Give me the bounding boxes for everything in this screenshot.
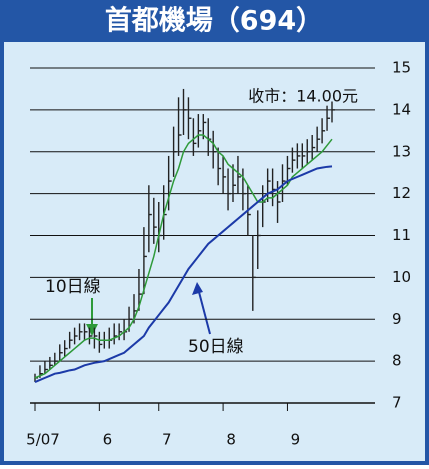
y-tick-label: 14 xyxy=(392,100,411,118)
x-tick-label: 6 xyxy=(103,431,113,449)
ma50-line xyxy=(34,165,333,383)
y-tick-label: 15 xyxy=(392,59,411,77)
ma10-line xyxy=(34,134,333,379)
y-tick-label: 12 xyxy=(392,184,411,202)
x-tick-label: 8 xyxy=(226,431,236,449)
chart-title: 首都機場（694） xyxy=(105,5,323,37)
close-annotation: 收市：14.00元 xyxy=(248,87,358,106)
y-tick-label: 7 xyxy=(392,394,402,412)
ma50-arrow xyxy=(198,291,211,335)
y-tick-label: 11 xyxy=(392,226,411,244)
y-tick-label: 9 xyxy=(392,310,402,328)
y-tick-label: 10 xyxy=(392,268,411,286)
ma50-arrowhead xyxy=(192,282,203,295)
ma10-label: 10日線 xyxy=(45,277,101,297)
x-tick-label: 7 xyxy=(162,431,172,449)
plot-background xyxy=(4,42,425,461)
x-tick-label: 5/07 xyxy=(26,431,60,449)
ma50-label: 50日線 xyxy=(188,337,244,357)
ma10-arrowhead xyxy=(86,324,98,336)
y-tick-label: 13 xyxy=(392,142,411,160)
y-tick-label: 8 xyxy=(392,352,402,370)
x-tick-label: 9 xyxy=(291,431,301,449)
